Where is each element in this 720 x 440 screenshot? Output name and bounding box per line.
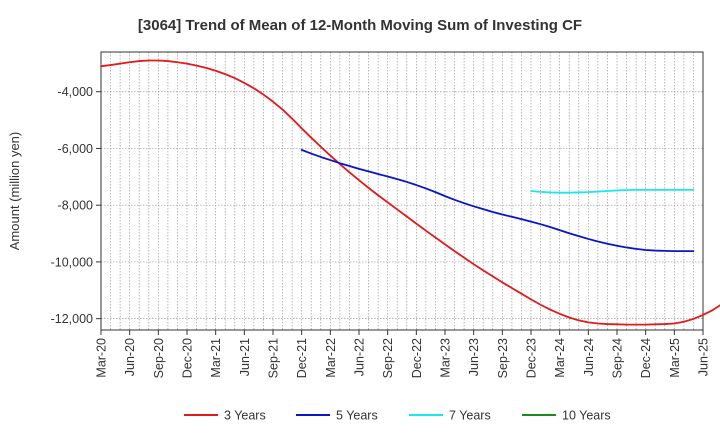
x-tick-label: Sep-23 [496, 338, 510, 378]
series-line-7-years [530, 188, 695, 194]
legend-label-3-years: 3 Years [224, 409, 266, 423]
series-line-3-years [100, 59, 720, 326]
series-line-5-years [300, 148, 695, 253]
x-tick-label: Jun-24 [582, 338, 596, 376]
x-tick-label: Jun-23 [467, 338, 481, 376]
x-tick-label: Dec-24 [639, 338, 653, 378]
x-tick-label: Jun-20 [123, 338, 137, 376]
x-tick-label: Dec-23 [525, 338, 539, 378]
y-tick-label: -12,000 [51, 312, 93, 326]
x-tick-label: Mar-24 [553, 338, 567, 378]
x-tick-label: Sep-20 [152, 338, 166, 378]
x-tick-label: Dec-22 [410, 338, 424, 378]
x-tick-label: Mar-20 [95, 338, 109, 378]
plot-area-frame [100, 51, 704, 331]
grid-lines [101, 52, 703, 330]
y-tick-label: -6,000 [58, 142, 93, 156]
legend-label-7-years: 7 Years [449, 409, 491, 423]
x-tick-label: Mar-22 [324, 338, 338, 378]
x-tick-label: Jun-25 [697, 338, 711, 376]
chart-title: [3064] Trend of Mean of 12-Month Moving … [138, 17, 582, 34]
y-tick-label: -8,000 [58, 199, 93, 213]
x-tick-label: Dec-21 [295, 338, 309, 378]
legend-label-10-years: 10 Years [562, 409, 611, 423]
x-tick-label: Sep-24 [611, 338, 625, 378]
x-tick-label: Dec-20 [181, 338, 195, 378]
x-tick-label: Sep-21 [267, 338, 281, 378]
x-tick-label: Mar-25 [668, 338, 682, 378]
x-tick-label: Mar-21 [209, 338, 223, 378]
x-tick-label: Mar-23 [439, 338, 453, 378]
y-tick-label: -4,000 [58, 85, 93, 99]
x-tick-label: Sep-22 [381, 338, 395, 378]
y-axis: -4,000 -6,000 -8,000 -10,000 -12,000 [51, 85, 101, 326]
y-tick-label: -10,000 [51, 255, 93, 269]
series-lines [100, 59, 720, 326]
legend: 3 Years 5 Years 7 Years 10 Years [184, 409, 611, 423]
legend-label-5-years: 5 Years [336, 409, 378, 423]
y-axis-label: Amount (million yen) [7, 132, 22, 251]
x-axis: Mar-20 Jun-20 Sep-20 Dec-20 Mar-21 Jun-21 Sep-… [95, 330, 711, 378]
x-tick-label: Jun-21 [238, 338, 252, 376]
x-tick-label: Jun-22 [353, 338, 367, 376]
